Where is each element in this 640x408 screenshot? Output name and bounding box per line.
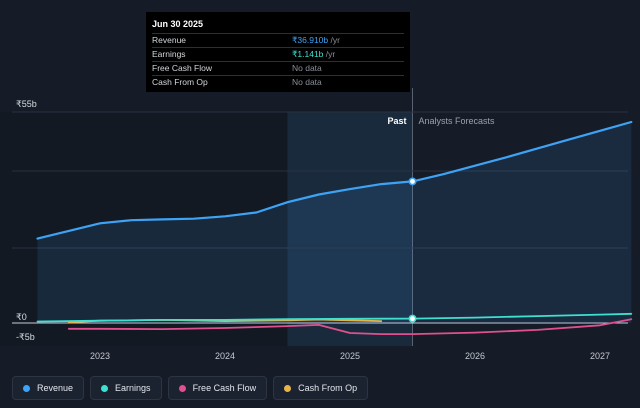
tooltip-label: Free Cash Flow: [152, 63, 212, 73]
legend-label: Earnings: [115, 383, 151, 393]
tooltip-row-cfo: Cash From Op No data: [152, 75, 404, 89]
chart-background: [0, 88, 413, 346]
legend-dot-icon: [178, 384, 186, 392]
revenue-area: [37, 122, 632, 323]
x-tick-label: 2023: [90, 351, 110, 361]
x-tick-label: 2026: [465, 351, 485, 361]
series-line-revenue: [36, 120, 633, 240]
tooltip-value: No data: [292, 77, 322, 87]
series-lines: [36, 120, 633, 335]
axis-labels: ₹55b ₹0 -₹5b 2023 2024 2025 2026 2027 Past Analys…: [16, 99, 610, 361]
series-point-revenue: [408, 177, 417, 186]
past-label: Past: [387, 116, 406, 126]
tooltip-label: Cash From Op: [152, 77, 208, 87]
legend-label: Cash From Op: [298, 383, 358, 393]
tooltip-unit: /yr: [323, 49, 336, 59]
x-tick-label: 2027: [590, 351, 610, 361]
legend-item-free-cash-flow[interactable]: Free Cash Flow: [167, 376, 268, 400]
forecast-label: Analysts Forecasts: [419, 116, 496, 126]
chart-legend: Revenue Earnings Free Cash Flow Cash Fro…: [12, 376, 369, 400]
legend-item-revenue[interactable]: Revenue: [12, 376, 85, 400]
series-markers: [408, 177, 417, 323]
tooltip-label: Earnings: [152, 49, 186, 59]
tooltip-value: ₹36.910b: [292, 35, 329, 45]
highlight-region: [287, 112, 413, 346]
x-tick-label: 2024: [215, 351, 235, 361]
y-tick-label: ₹55b: [16, 99, 37, 109]
y-tick-label: -₹5b: [16, 332, 35, 342]
tooltip-row-earnings: Earnings ₹1.141b /yr: [152, 47, 404, 61]
series-line-earnings: [36, 312, 633, 323]
legend-dot-icon: [284, 384, 292, 392]
x-tick-label: 2025: [340, 351, 360, 361]
legend-label: Free Cash Flow: [192, 383, 257, 393]
tooltip-label: Revenue: [152, 35, 187, 45]
tooltip-value: ₹1.141b: [292, 49, 324, 59]
revenue-area-fill: [37, 122, 632, 323]
legend-item-cash-from-op[interactable]: Cash From Op: [273, 376, 369, 400]
tooltip-row-fcf: Free Cash Flow No data: [152, 61, 404, 75]
tooltip-unit: /yr: [328, 35, 340, 45]
grid-lines: [12, 111, 628, 324]
legend-dot-icon: [23, 384, 30, 392]
legend-label: Revenue: [37, 383, 74, 393]
series-point-earnings: [408, 314, 417, 323]
legend-item-earnings[interactable]: Earnings: [90, 376, 162, 400]
tooltip-date: Jun 30 2025: [152, 19, 204, 29]
y-tick-label: ₹0: [16, 312, 27, 322]
legend-dot-icon: [101, 384, 109, 392]
hover-tooltip: Jun 30 2025 Revenue ₹36.910b /yr Earning…: [146, 12, 410, 92]
tooltip-row-revenue: Revenue ₹36.910b /yr: [152, 33, 404, 47]
tooltip-value: No data: [292, 63, 322, 73]
series-line-free-cash-flow: [67, 318, 633, 335]
